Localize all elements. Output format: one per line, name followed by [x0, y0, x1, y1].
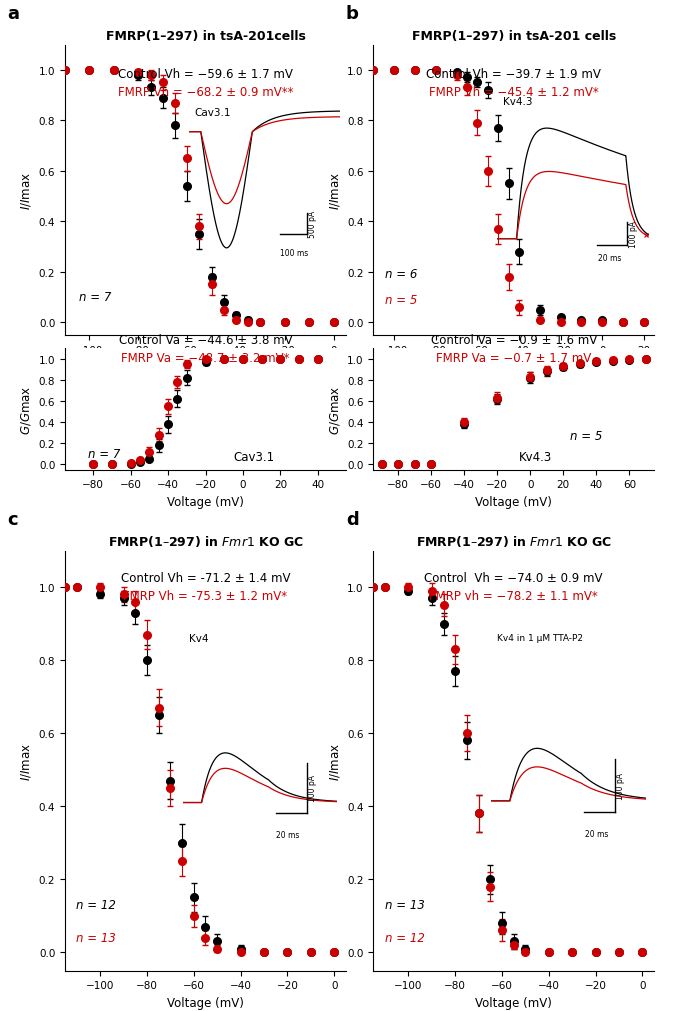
Text: Cav3.1: Cav3.1 [234, 451, 275, 463]
Text: FMRP Va = −0.7 ± 1.7 mV: FMRP Va = −0.7 ± 1.7 mV [436, 352, 591, 365]
Text: Control  Vh = −74.0 ± 0.9 mV: Control Vh = −74.0 ± 0.9 mV [425, 571, 603, 584]
Text: FMRP Vh = −45.4 ± 1.2 mV*: FMRP Vh = −45.4 ± 1.2 mV* [429, 86, 599, 99]
Text: n = 12: n = 12 [76, 898, 116, 911]
Y-axis label: $I/I$max: $I/I$max [327, 742, 342, 779]
Text: Kv4.3: Kv4.3 [519, 451, 553, 463]
Text: n = 7: n = 7 [88, 448, 120, 461]
X-axis label: Voltage (mV): Voltage (mV) [475, 495, 552, 509]
Text: a: a [7, 5, 19, 23]
Text: FMRP(1–297) in tsA-201cells: FMRP(1–297) in tsA-201cells [105, 29, 306, 42]
Y-axis label: $G/G$max: $G/G$max [327, 385, 342, 434]
Text: n = 5: n = 5 [570, 430, 602, 443]
Text: n = 12: n = 12 [384, 931, 425, 944]
Text: n = 7: n = 7 [79, 291, 112, 304]
Y-axis label: $I/I$max: $I/I$max [19, 172, 34, 209]
Y-axis label: $G/G$max: $G/G$max [19, 385, 34, 434]
Text: FMRP(1–297) in tsA-201 cells: FMRP(1–297) in tsA-201 cells [412, 29, 616, 42]
X-axis label: Voltage (mV): Voltage (mV) [475, 996, 552, 1009]
X-axis label: Voltage (mV): Voltage (mV) [167, 495, 244, 509]
Text: Control Vh = -71.2 ± 1.4 mV: Control Vh = -71.2 ± 1.4 mV [121, 571, 290, 584]
Text: Control Va = −0.9 ± 1.6 mV: Control Va = −0.9 ± 1.6 mV [431, 334, 597, 347]
Y-axis label: $I/I$max: $I/I$max [327, 172, 342, 209]
Text: n = 5: n = 5 [384, 294, 417, 306]
Text: b: b [346, 5, 359, 23]
Text: FMRP Vh = −68.2 ± 0.9 mV**: FMRP Vh = −68.2 ± 0.9 mV** [118, 86, 293, 99]
X-axis label: Voltage (mV): Voltage (mV) [167, 996, 244, 1009]
Text: FMRP(1–297) in $\it{Fmr1}$ KO GC: FMRP(1–297) in $\it{Fmr1}$ KO GC [108, 533, 303, 548]
Text: n = 13: n = 13 [76, 931, 116, 944]
Text: FMRP Vh = -75.3 ± 1.2 mV*: FMRP Vh = -75.3 ± 1.2 mV* [123, 589, 288, 603]
Text: d: d [346, 511, 359, 529]
Text: n = 6: n = 6 [384, 268, 417, 281]
Text: Control Vh = −39.7 ± 1.9 mV: Control Vh = −39.7 ± 1.9 mV [426, 68, 601, 81]
Text: Control Va = −44.6 ± 3.8 mV: Control Va = −44.6 ± 3.8 mV [119, 334, 292, 347]
Text: FMRP vh = −78.2 ± 1.1 mV*: FMRP vh = −78.2 ± 1.1 mV* [429, 589, 598, 603]
Text: n = 13: n = 13 [384, 898, 425, 911]
Text: FMRP Va = −48.7 ± 3.2 mV*: FMRP Va = −48.7 ± 3.2 mV* [121, 352, 290, 365]
Text: FMRP(1–297) in $\it{Fmr1}$ KO GC: FMRP(1–297) in $\it{Fmr1}$ KO GC [416, 533, 612, 548]
Y-axis label: $I/I$max: $I/I$max [19, 742, 34, 779]
Text: c: c [7, 511, 18, 529]
Text: Control Vh = −59.6 ± 1.7 mV: Control Vh = −59.6 ± 1.7 mV [118, 68, 293, 81]
